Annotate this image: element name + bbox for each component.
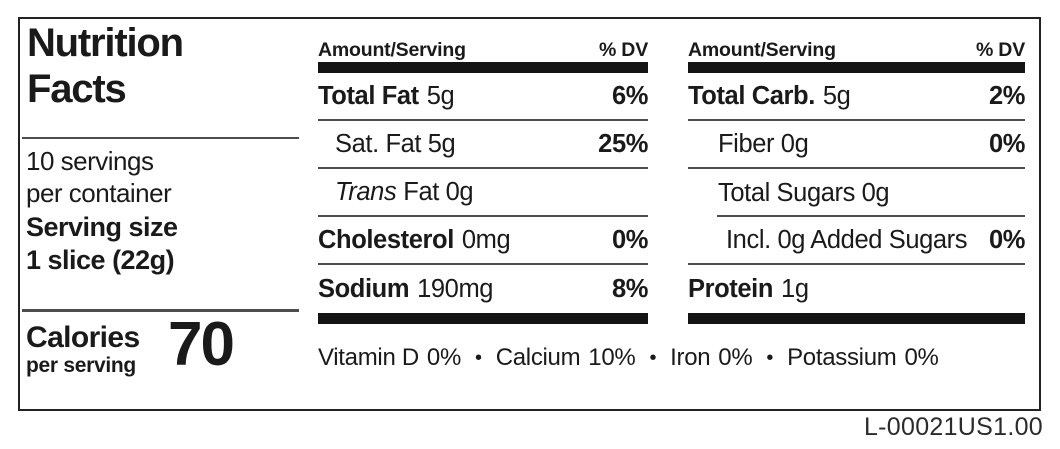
divider-above-calories: [22, 309, 299, 312]
header-amount-serving: Amount/Serving: [688, 39, 836, 61]
nutrient-name: Fat 0g: [403, 177, 474, 206]
micro-potassium: Potassium 0%: [787, 344, 939, 371]
row-total-carb: Total Carb. 5g 2%: [688, 73, 1025, 121]
nutrient-column-carb-protein: Amount/Serving % DV Total Carb. 5g 2% Fib…: [688, 28, 1025, 324]
serving-size-value: 1 slice (22g): [26, 245, 175, 275]
calories-block: Calories per serving: [26, 321, 140, 377]
header-percent-dv: % DV: [598, 39, 648, 61]
bullet-separator: •: [475, 346, 482, 369]
row-added-sugars: Incl. 0g Added Sugars 0%: [688, 217, 1025, 265]
nutrient-dv: 2%: [988, 81, 1025, 110]
servings-per-container: 10 servings per container: [26, 145, 172, 209]
micronutrients-line: Vitamin D 0% • Calcium 10% • Iron 0% • Pota…: [318, 342, 1030, 374]
row-cholesterol: Cholesterol 0mg 0%: [318, 217, 648, 265]
nutrient-name: Protein: [688, 274, 774, 303]
column-bottom-bar: [688, 313, 1025, 324]
row-total-fat: Total Fat 5g 6%: [318, 73, 648, 121]
column-header: Amount/Serving % DV: [318, 28, 648, 62]
nutrient-name: Cholesterol: [318, 225, 454, 254]
label-border: [18, 17, 1041, 411]
serving-size: Serving size 1 slice (22g): [26, 211, 178, 277]
nutrient-amount: 5g: [426, 81, 455, 110]
calories-label: Calories: [26, 321, 140, 354]
nutrient-dv: 25%: [598, 129, 648, 158]
nutrient-dv: 6%: [611, 81, 648, 110]
nutrient-name: Fiber 0g: [718, 129, 809, 158]
title-line-2: Facts: [27, 67, 127, 111]
nutrient-name: Total Carb.: [688, 81, 815, 110]
servings-line-2: per container: [26, 178, 172, 208]
micro-calcium: Calcium 10%: [495, 344, 636, 371]
nutrient-amount: 190mg: [417, 274, 494, 303]
nutrient-column-fat-sodium: Amount/Serving % DV Total Fat 5g 6% Sat. …: [318, 28, 648, 324]
label-code: L-00021US1.00: [863, 413, 1043, 441]
micro-iron: Iron 0%: [670, 344, 753, 371]
nutrient-name: Sat. Fat 5g: [335, 129, 456, 158]
nutrient-name: Total Sugars 0g: [718, 178, 890, 207]
column-bottom-bar: [318, 313, 648, 324]
servings-line-1: 10 servings: [26, 146, 154, 176]
header-percent-dv: % DV: [975, 39, 1025, 61]
nutrient-dv: 8%: [611, 274, 648, 303]
title-line-1: Nutrition: [27, 21, 184, 65]
nutrient-dv: 0%: [611, 225, 648, 254]
row-sat-fat: Sat. Fat 5g 25%: [318, 121, 648, 169]
row-sodium: Sodium 190mg 8%: [318, 265, 648, 313]
header-separator-bar: [688, 62, 1025, 73]
serving-size-label: Serving size: [26, 212, 178, 242]
nutrient-amount: 5g: [822, 81, 851, 110]
header-amount-serving: Amount/Serving: [318, 39, 466, 61]
trans-italic: Trans: [335, 177, 397, 206]
row-fiber: Fiber 0g 0%: [688, 121, 1025, 169]
column-header: Amount/Serving % DV: [688, 28, 1025, 62]
nutrient-name: Total Fat: [318, 81, 419, 110]
row-trans-fat: Trans Fat 0g: [318, 169, 648, 217]
calories-value: 70: [168, 310, 235, 379]
micro-vitamin-d: Vitamin D 0%: [318, 344, 461, 371]
nutrient-amount: 1g: [781, 274, 809, 303]
nutrient-dv: 0%: [988, 225, 1025, 254]
nutrient-amount: 0mg: [461, 225, 511, 254]
bullet-separator: •: [766, 346, 774, 369]
nutrient-dv: 0%: [988, 129, 1025, 158]
bullet-separator: •: [649, 346, 657, 369]
nutrient-name: Sodium: [318, 274, 410, 303]
calories-sublabel: per serving: [26, 354, 136, 377]
divider-under-title: [22, 137, 299, 139]
header-separator-bar: [318, 62, 648, 73]
nutrient-name: Incl. 0g Added Sugars: [726, 225, 968, 254]
label-title: Nutrition Facts: [27, 20, 184, 112]
row-protein: Protein 1g: [688, 265, 1025, 313]
row-total-sugars: Total Sugars 0g: [688, 169, 1025, 217]
